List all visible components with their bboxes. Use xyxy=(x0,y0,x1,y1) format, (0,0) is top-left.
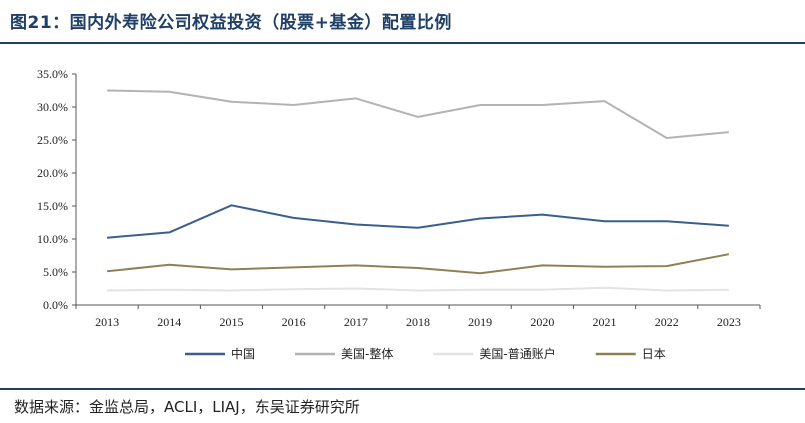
y-tick-label: 25.0% xyxy=(37,133,68,147)
legend-label: 美国-整体 xyxy=(341,346,393,361)
x-tick-label: 2016 xyxy=(282,315,306,329)
title-rule xyxy=(0,42,805,44)
series-line-美国-普通账户 xyxy=(107,286,729,292)
legend-label: 美国-普通账户 xyxy=(479,346,555,361)
y-tick-label: 10.0% xyxy=(37,232,68,246)
series-line-中国 xyxy=(107,204,729,239)
y-tick-label: 35.0% xyxy=(37,67,68,81)
x-tick-label: 2014 xyxy=(157,315,181,329)
legend-label: 中国 xyxy=(231,346,255,361)
source-rule xyxy=(0,388,805,390)
series-line-日本 xyxy=(106,253,730,275)
legend-label: 日本 xyxy=(642,347,666,361)
x-tick-label: 2019 xyxy=(468,315,492,329)
x-tick-label: 2021 xyxy=(593,315,617,329)
x-tick-label: 2015 xyxy=(219,315,243,329)
chart-legend: 中国 美国-整体 美国-普通账户 日本 xyxy=(185,346,666,361)
source-note: 数据来源：金监总局，ACLI，LIAJ，东吴证券研究所 xyxy=(14,398,360,416)
x-tick-label: 2013 xyxy=(95,315,119,329)
x-tick-label: 2020 xyxy=(530,315,554,329)
x-tick-label: 2023 xyxy=(717,315,741,329)
y-tick-label: 20.0% xyxy=(37,166,68,180)
x-tick-label: 2022 xyxy=(655,315,679,329)
y-tick-label: 0.0% xyxy=(43,298,68,312)
chart-axes: 0.0% 5.0% 10.0% 15.0% 20.0% 25.0% 30.0% 35.0% 20… xyxy=(37,67,761,329)
y-tick-label: 15.0% xyxy=(37,199,68,213)
y-tick-label: 30.0% xyxy=(37,100,68,114)
x-tick-label: 2017 xyxy=(344,315,368,329)
series-lines xyxy=(106,89,730,292)
series-line-美国-整体 xyxy=(107,89,729,139)
figure-title: 图21：国内外寿险公司权益投资（股票+基金）配置比例 xyxy=(10,13,452,33)
line-chart: 0.0% 5.0% 10.0% 15.0% 20.0% 25.0% 30.0% 35.0% 20… xyxy=(37,67,761,361)
y-tick-label: 5.0% xyxy=(43,265,68,279)
x-tick-label: 2018 xyxy=(406,315,430,329)
